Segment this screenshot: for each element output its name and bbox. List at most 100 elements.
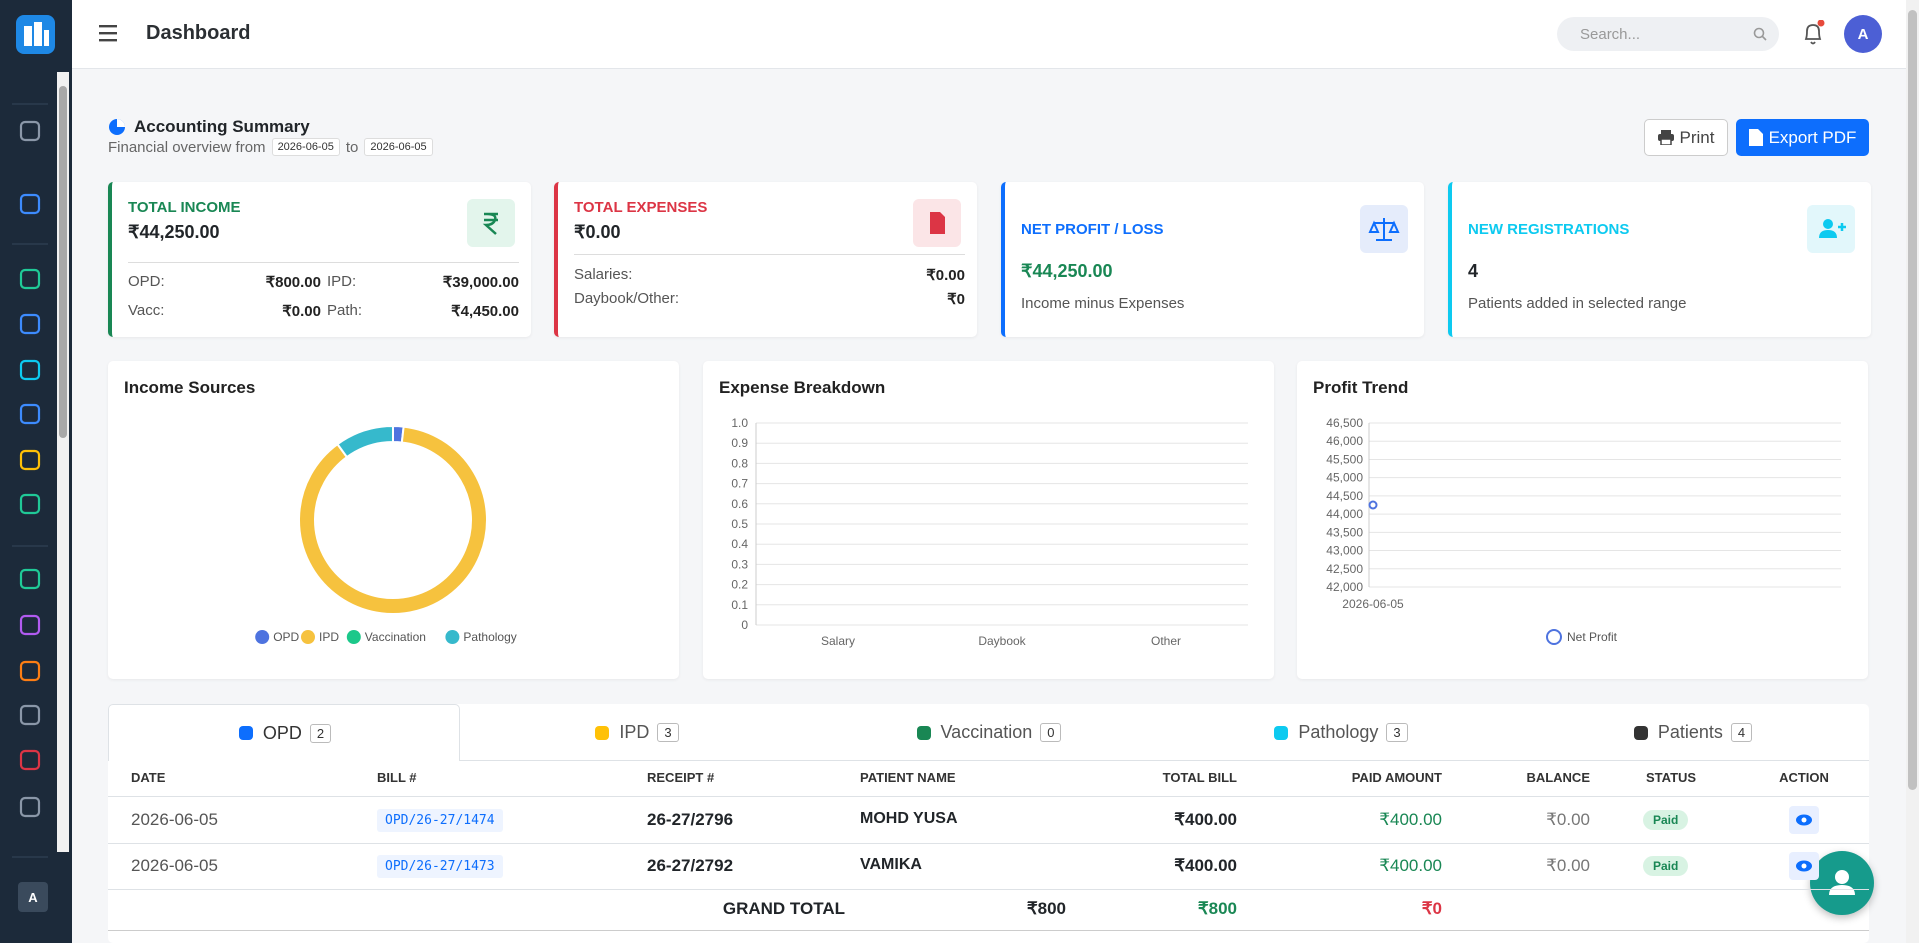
y-tick-label: 42,500 — [1326, 562, 1363, 576]
income-card: TOTAL INCOME ₹44,250.00 OPD: ₹800.00 IPD… — [108, 182, 531, 337]
row-label: Vacc: — [128, 302, 165, 319]
y-tick-label: 43,000 — [1326, 544, 1363, 558]
patient-cell: MOHD YUSA — [860, 810, 958, 827]
y-tick-label: 0.4 — [731, 537, 748, 551]
y-tick-label: 43,500 — [1326, 525, 1363, 539]
status-pill: Paid — [1643, 810, 1689, 830]
bill-link[interactable]: OPD/26-27/1474 — [377, 809, 503, 832]
page-scroll-thumb[interactable] — [1908, 10, 1917, 790]
row-rule — [108, 889, 1869, 890]
column-header: PAID AMOUNT — [1351, 770, 1442, 785]
nav-icon[interactable] — [19, 268, 41, 290]
menu-button[interactable] — [99, 24, 119, 42]
legend-swatch — [346, 630, 361, 644]
total-cell: ₹400.00 — [1174, 856, 1237, 875]
tab[interactable]: IPD 3 — [460, 704, 812, 761]
row-rule — [108, 843, 1869, 844]
view-button[interactable] — [1789, 806, 1819, 834]
export-button[interactable]: Export PDF — [1736, 119, 1869, 156]
sidebar-icons: A — [12, 15, 69, 912]
y-tick-label: 0.5 — [731, 517, 748, 531]
bill-link[interactable]: OPD/26-27/1473 — [377, 855, 503, 878]
total-cell: ₹400.00 — [1174, 810, 1237, 829]
y-tick-label: 44,500 — [1326, 489, 1363, 503]
pie-slice — [336, 424, 394, 459]
y-tick-label: 0.6 — [731, 497, 748, 511]
tab-icon-shape — [916, 725, 931, 740]
profit-card: NET PROFIT / LOSS ₹44,250.00 Income minu… — [1001, 182, 1424, 337]
tab[interactable]: Pathology 3 — [1164, 704, 1516, 761]
y-tick-label: 46,000 — [1326, 434, 1363, 448]
page-scrollbar — [1906, 0, 1919, 943]
nav-icon[interactable] — [19, 193, 41, 215]
tab-icon-shape — [238, 726, 253, 740]
user-box[interactable] — [18, 882, 48, 912]
card-value: 4 — [1468, 261, 1479, 281]
logo-shape — [34, 22, 42, 46]
legend-swatch — [301, 630, 315, 644]
rupee-icon — [467, 199, 515, 247]
status-pill: Paid — [1643, 856, 1689, 876]
date-cell: 2026-06-05 — [131, 856, 218, 875]
column-header: RECEIPT # — [647, 770, 715, 785]
chart-title: Income Sources — [124, 378, 255, 397]
row-value: ₹0.00 — [282, 303, 321, 320]
print-button[interactable]: Print — [1644, 119, 1728, 156]
tab-label: IPD — [619, 722, 650, 742]
row-value: ₹4,450.00 — [451, 303, 519, 320]
nav-icon[interactable] — [19, 796, 41, 818]
search-box[interactable]: Search... — [1557, 17, 1779, 51]
date-cell: 2026-06-05 — [131, 810, 218, 829]
tab-label: Pathology — [1298, 722, 1379, 742]
nav-icon[interactable] — [19, 403, 41, 425]
tab[interactable]: Patients 4 — [1516, 704, 1868, 761]
legend-label: Net Profit — [1567, 630, 1618, 644]
legend-swatch — [1546, 629, 1562, 645]
column-header: DATE — [131, 770, 166, 785]
line-point — [1368, 500, 1378, 510]
tab[interactable]: Vaccination 0 — [812, 704, 1164, 761]
tab[interactable]: OPD 2 — [108, 704, 460, 761]
nav-icon[interactable] — [19, 359, 41, 381]
y-tick-label: 0 — [741, 618, 748, 632]
receipt-cell: 26-27/2792 — [647, 856, 734, 875]
legend-label: Vaccination — [365, 630, 426, 644]
chart-panel: Income Sources OPD IPD Vaccination Pathology — [108, 361, 679, 679]
sidebar-scroll-thumb[interactable] — [59, 86, 67, 438]
subtitle-text: Financial overview from — [108, 138, 266, 156]
search-icon — [1753, 27, 1767, 41]
legend-swatch — [255, 630, 270, 644]
nav-icon[interactable] — [19, 568, 41, 590]
y-tick-label: 0.8 — [731, 456, 748, 470]
card-label: NET PROFIT / LOSS — [1021, 221, 1164, 238]
notification-bell[interactable] — [1801, 20, 1827, 48]
row-label: IPD: — [327, 273, 357, 290]
tab-icon — [1274, 725, 1289, 740]
nav-icon[interactable] — [19, 313, 41, 335]
sidebar: A — [0, 0, 72, 943]
y-tick-label: 45,500 — [1326, 452, 1363, 466]
chart-title: Expense Breakdown — [719, 378, 885, 397]
card-label: NEW REGISTRATIONS — [1468, 221, 1630, 238]
y-tick-label: 0.7 — [731, 477, 748, 491]
nav-icon[interactable] — [19, 660, 41, 682]
nav-icon[interactable] — [19, 749, 41, 771]
nav-icon[interactable] — [19, 493, 41, 515]
nav-icon[interactable] — [19, 120, 41, 142]
y-tick-label: 44,000 — [1326, 507, 1363, 521]
nav-icon[interactable] — [19, 704, 41, 726]
column-header: PATIENT NAME — [860, 770, 956, 785]
footer-rule — [108, 930, 1869, 931]
nav-icon[interactable] — [19, 614, 41, 636]
nav-icon[interactable] — [19, 449, 41, 471]
tab-icon-shape — [1274, 725, 1289, 740]
view-button[interactable] — [1789, 852, 1819, 880]
to-date: 2026-06-05 — [364, 138, 433, 156]
legend-swatch — [445, 630, 460, 644]
paid-cell: ₹400.00 — [1379, 810, 1442, 829]
avatar[interactable]: A — [1844, 15, 1882, 53]
pdf-icon — [1748, 129, 1763, 146]
chat-button[interactable] — [1810, 851, 1874, 915]
pie-slice — [297, 425, 488, 615]
